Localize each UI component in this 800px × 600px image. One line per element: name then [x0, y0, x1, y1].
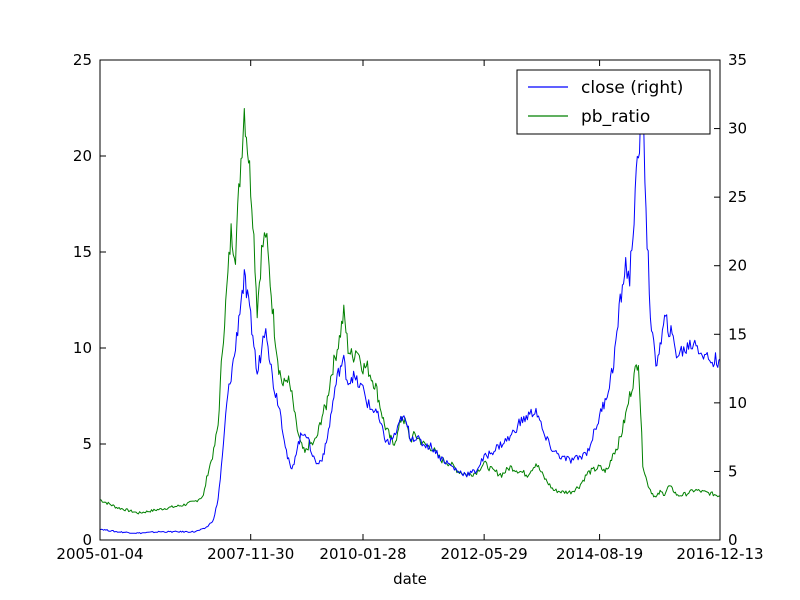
legend-label-close: close (right)	[581, 78, 683, 98]
series-layer	[100, 104, 720, 535]
y-right-tick-label: 35	[728, 51, 747, 69]
y-right-tick-label: 30	[728, 120, 747, 138]
x-tick-label: 2007-11-30	[207, 545, 294, 563]
y-left-tick-label: 0	[82, 531, 92, 549]
y-left-tick-label: 25	[73, 51, 92, 69]
y-axis-left: 0 5 10 15 20 25	[73, 51, 106, 549]
y-right-tick-label: 25	[728, 188, 747, 206]
y-left-tick-label: 5	[82, 435, 92, 453]
y-left-tick-label: 10	[73, 339, 92, 357]
x-tick-label: 2010-01-28	[319, 545, 406, 563]
y-right-tick-label: 0	[728, 531, 738, 549]
y-right-tick-label: 10	[728, 394, 747, 412]
x-axis: 2005-01-04 2007-11-30 2010-01-28 2012-05-29…	[56, 60, 764, 563]
y-right-tick-label: 15	[728, 325, 747, 343]
legend-box	[516, 69, 711, 135]
x-tick-label: 2016-12-13	[676, 545, 763, 563]
x-tick-label: 2012-05-29	[441, 545, 528, 563]
plot-frame	[99, 59, 721, 541]
y-left-tick-label: 15	[73, 243, 92, 261]
legend-label-pb-ratio: pb_ratio	[581, 107, 650, 127]
series-line-pb-ratio	[100, 108, 720, 515]
y-right-tick-label: 5	[728, 462, 738, 480]
x-tick-label: 2014-08-19	[556, 545, 643, 563]
y-left-tick-label: 20	[73, 147, 92, 165]
x-axis-title: date	[393, 570, 427, 588]
y-right-tick-label: 20	[728, 257, 747, 275]
legend: close (right) pb_ratio	[516, 69, 711, 135]
series-line-close-right	[100, 104, 720, 535]
y-axis-right: 0 5 10 15 20 25 30 35	[714, 51, 747, 549]
x-tick-label: 2005-01-04	[56, 545, 143, 563]
